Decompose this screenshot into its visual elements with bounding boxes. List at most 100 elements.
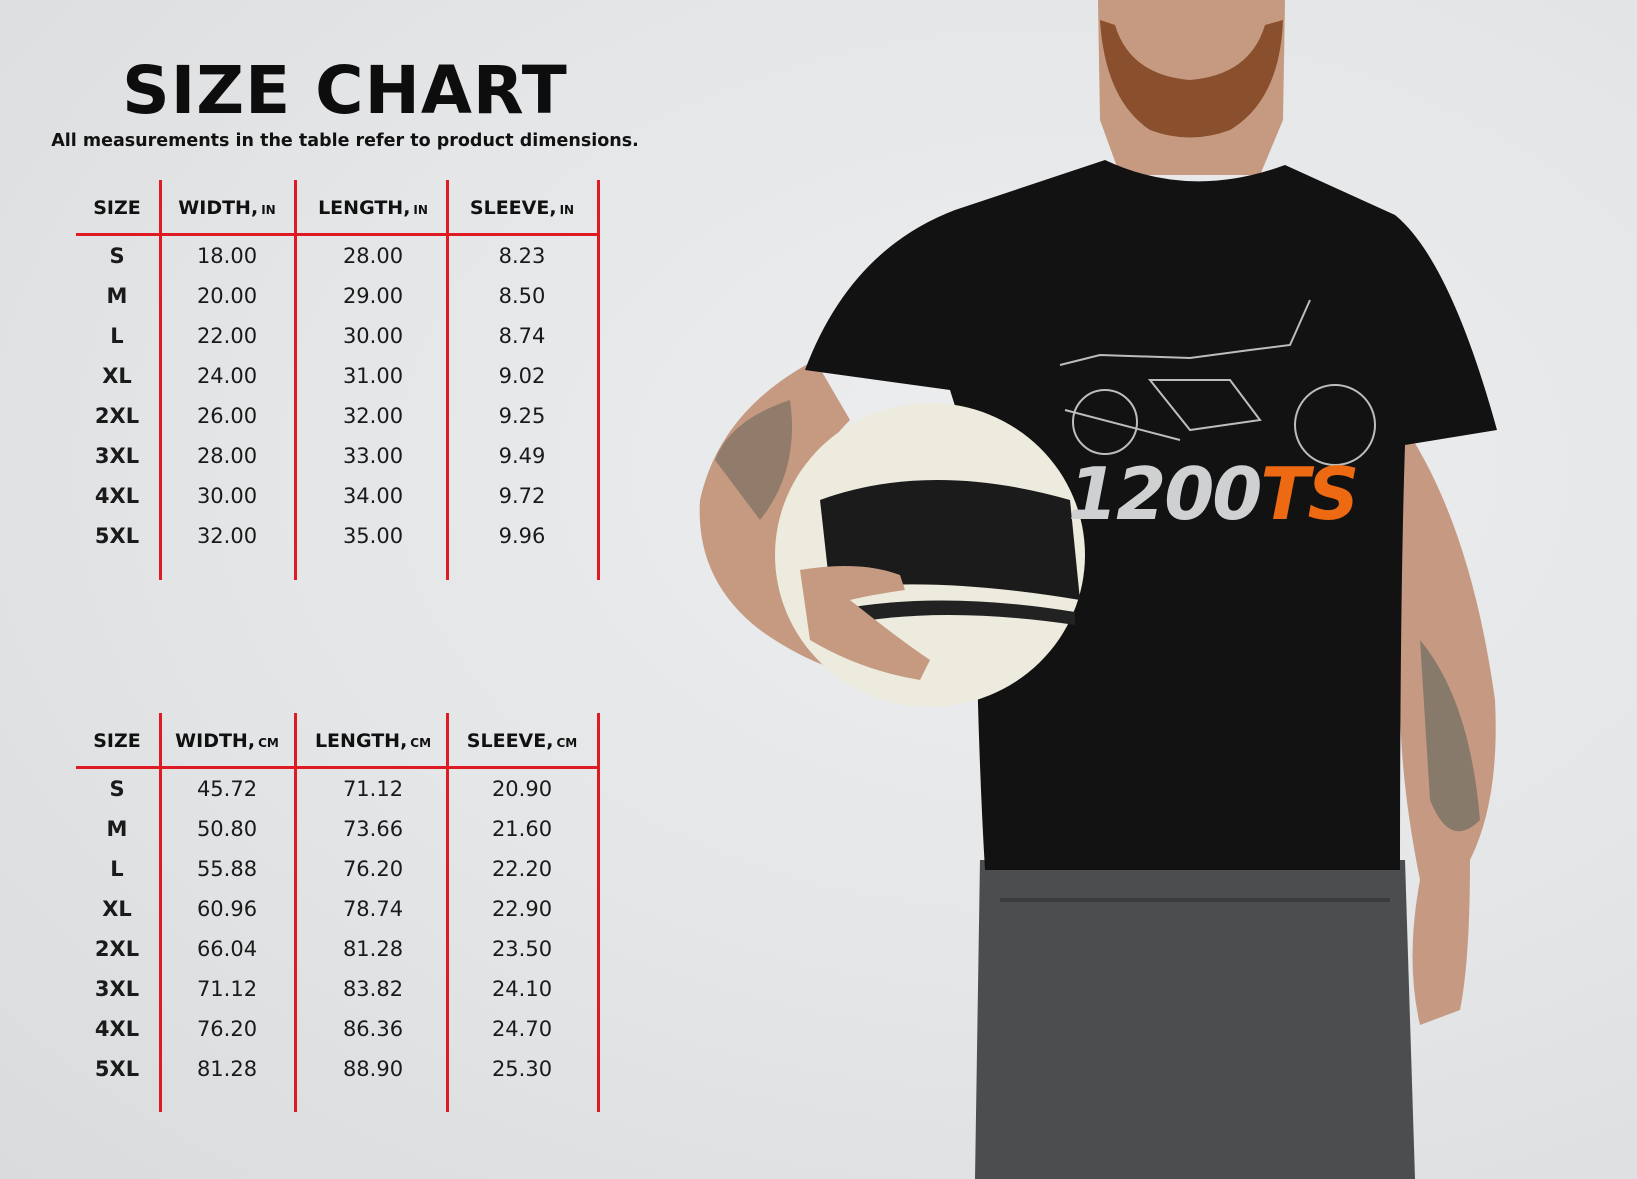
column-header: WIDTH, IN xyxy=(147,197,307,219)
header-unit: CM xyxy=(556,736,578,750)
column-header: SLEEVE, CM xyxy=(442,730,602,752)
header-label: SLEEVE, xyxy=(469,197,557,219)
size-label: L xyxy=(110,324,124,348)
header-label: WIDTH, xyxy=(175,730,256,752)
measurement-cell: 20.90 xyxy=(491,777,553,801)
header-unit: IN xyxy=(413,203,428,217)
measurement-cell: 34.00 xyxy=(342,484,404,508)
measurement-cell: 24.00 xyxy=(196,364,258,388)
column-divider xyxy=(597,713,600,1112)
size-label: 5XL xyxy=(94,1057,140,1081)
measurement-cell: 71.12 xyxy=(342,777,404,801)
size-label: 3XL xyxy=(94,444,140,468)
measurement-cell: 24.70 xyxy=(491,1017,553,1041)
size-label: XL xyxy=(102,897,132,921)
header-label: SLEEVE, xyxy=(466,730,554,752)
measurement-cell: 9.25 xyxy=(498,404,546,428)
header-unit: IN xyxy=(559,203,575,217)
measurement-cell: 31.00 xyxy=(342,364,404,388)
measurement-cell: 81.28 xyxy=(196,1057,258,1081)
beard xyxy=(1100,20,1283,138)
header-divider xyxy=(76,766,599,769)
left-hand xyxy=(800,566,930,680)
measurement-cell: 23.50 xyxy=(491,937,553,961)
measurement-cell: 71.12 xyxy=(196,977,258,1001)
measurement-cell: 29.00 xyxy=(342,284,404,308)
measurement-cell: 26.00 xyxy=(196,404,258,428)
header-label: LENGTH, xyxy=(318,197,411,219)
logo-main-text: 1200 xyxy=(1068,452,1262,536)
column-header: SLEEVE, IN xyxy=(442,197,602,219)
column-divider xyxy=(446,180,449,580)
column-divider xyxy=(597,180,600,580)
measurement-cell: 33.00 xyxy=(342,444,404,468)
column-divider xyxy=(159,180,162,580)
measurement-cell: 60.96 xyxy=(196,897,258,921)
measurement-cell: 9.96 xyxy=(498,524,546,548)
measurement-cell: 76.20 xyxy=(196,1017,258,1041)
measurement-cell: 50.80 xyxy=(196,817,258,841)
header-label: WIDTH, xyxy=(178,197,259,219)
size-label: L xyxy=(110,857,124,881)
measurement-cell: 21.60 xyxy=(491,817,553,841)
measurement-cell: 73.66 xyxy=(342,817,404,841)
size-label: S xyxy=(109,244,125,268)
measurement-cell: 9.02 xyxy=(498,364,546,388)
measurement-cell: 35.00 xyxy=(342,524,404,548)
measurement-cell: 86.36 xyxy=(342,1017,404,1041)
page-title: SIZE CHART xyxy=(122,52,568,129)
size-label: 5XL xyxy=(94,524,140,548)
measurement-cell: 18.00 xyxy=(196,244,258,268)
measurement-cell: 32.00 xyxy=(342,404,404,428)
measurement-cell: 8.50 xyxy=(498,284,546,308)
measurement-cell: 24.10 xyxy=(491,977,553,1001)
measurement-cell: 22.00 xyxy=(196,324,258,348)
measurement-cell: 30.00 xyxy=(196,484,258,508)
measurement-cell: 32.00 xyxy=(196,524,258,548)
column-divider xyxy=(159,713,162,1112)
header-unit: IN xyxy=(261,203,276,217)
size-label: XL xyxy=(102,364,132,388)
header-label: LENGTH, xyxy=(314,730,408,752)
measurement-cell: 76.20 xyxy=(342,857,404,881)
header-unit: CM xyxy=(410,736,432,750)
measurement-cell: 9.72 xyxy=(498,484,546,508)
measurement-cell: 88.90 xyxy=(342,1057,404,1081)
size-label: M xyxy=(106,284,128,308)
size-label: 4XL xyxy=(94,1017,140,1041)
size-label: S xyxy=(109,777,125,801)
measurement-cell: 25.30 xyxy=(491,1057,553,1081)
measurement-cell: 8.23 xyxy=(498,244,546,268)
column-divider xyxy=(294,713,297,1112)
column-divider xyxy=(294,180,297,580)
motorcycle-sketch xyxy=(1059,299,1376,466)
measurement-cell: 55.88 xyxy=(196,857,258,881)
header-label: SIZE xyxy=(93,730,141,752)
header-divider xyxy=(76,233,599,236)
measurement-cell: 66.04 xyxy=(196,937,258,961)
measurement-cell: 83.82 xyxy=(342,977,404,1001)
header-unit: CM xyxy=(258,736,279,750)
measurement-cell: 28.00 xyxy=(196,444,258,468)
size-label: 2XL xyxy=(94,404,140,428)
measurement-cell: 81.28 xyxy=(342,937,404,961)
column-header: SIZE xyxy=(37,197,197,219)
measurement-cell: 22.90 xyxy=(491,897,553,921)
logo-accent-text: TS xyxy=(1260,452,1359,536)
measurement-cell: 22.20 xyxy=(491,857,553,881)
measurement-cell: 45.72 xyxy=(196,777,258,801)
column-divider xyxy=(446,713,449,1112)
size-label: 4XL xyxy=(94,484,140,508)
jeans xyxy=(975,860,1415,1179)
size-table-inches: SIZE WIDTH, IN LENGTH, IN SLEEVE, IN S 18.00 28.0… xyxy=(76,180,602,580)
measurement-cell: 9.49 xyxy=(498,444,546,468)
column-header: LENGTH, IN xyxy=(293,197,453,219)
shirt-logo: 1200TS xyxy=(1068,452,1359,536)
size-label: 2XL xyxy=(94,937,140,961)
header-label: SIZE xyxy=(93,197,141,219)
measurement-cell: 20.00 xyxy=(196,284,258,308)
measurement-cell: 28.00 xyxy=(342,244,404,268)
page-subtitle: All measurements in the table refer to p… xyxy=(51,131,639,151)
measurement-cell: 78.74 xyxy=(342,897,404,921)
